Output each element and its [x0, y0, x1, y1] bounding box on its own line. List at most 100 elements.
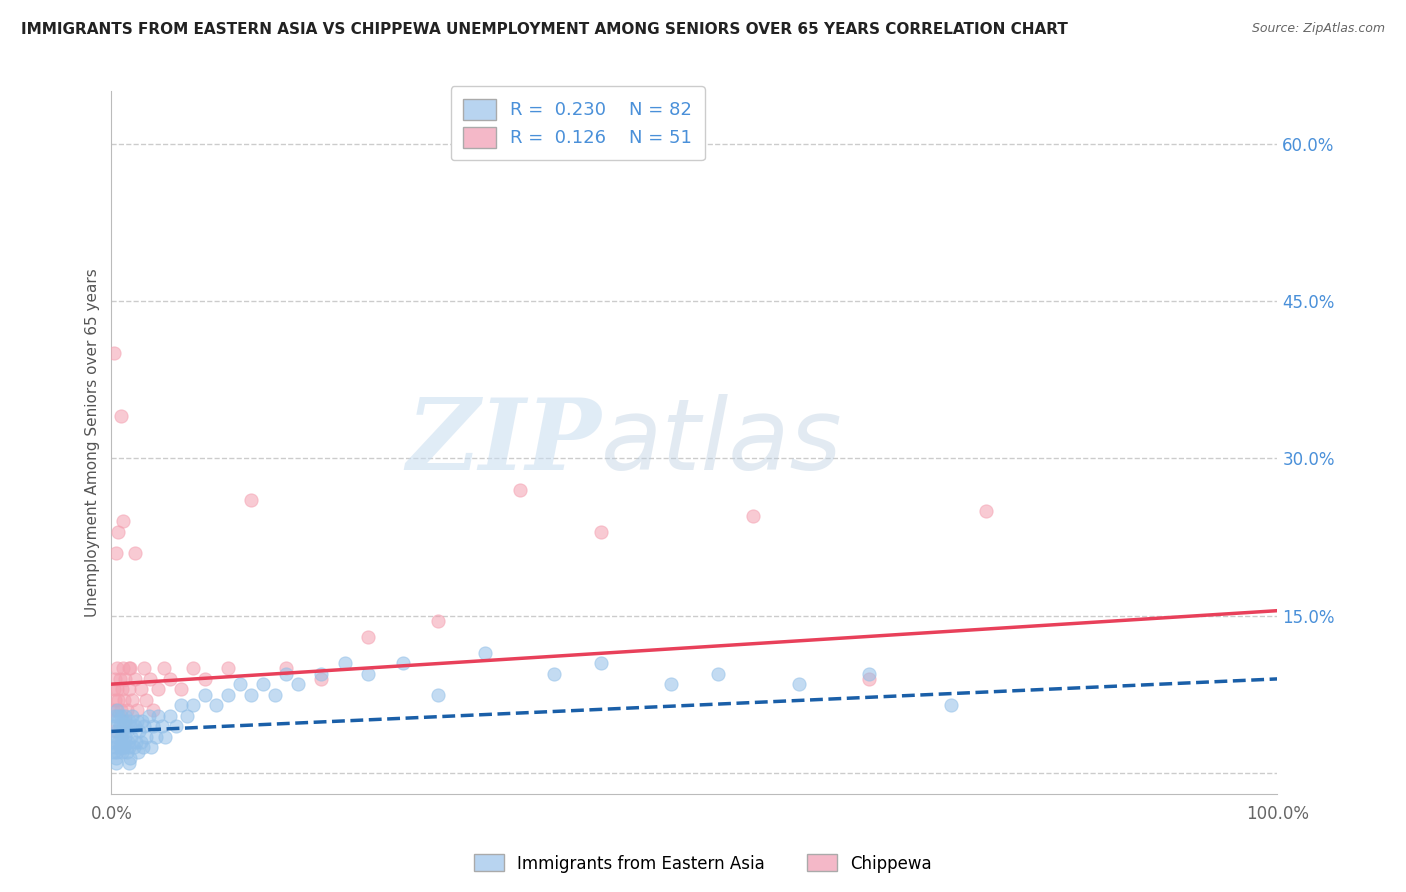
Point [357, 630, 380, 644]
Point [103, 682, 125, 697]
Point [132, 740, 155, 755]
Point [112, 714, 135, 728]
Point [129, 682, 152, 697]
Point [146, 708, 169, 723]
Point [112, 693, 135, 707]
Point [115, 745, 138, 759]
Point [107, 714, 129, 728]
Point [124, 546, 146, 560]
Point [146, 682, 169, 697]
Point [124, 672, 146, 686]
Point [104, 672, 127, 686]
Point [114, 672, 136, 686]
Point [114, 730, 136, 744]
Point [104, 693, 127, 707]
Point [426, 614, 449, 628]
Point [139, 672, 162, 686]
Point [112, 661, 135, 675]
Point [858, 672, 880, 686]
Point [474, 646, 496, 660]
Point [181, 698, 204, 713]
Point [153, 730, 176, 744]
Point [228, 677, 250, 691]
Point [108, 672, 131, 686]
Point [138, 708, 160, 723]
Point [115, 703, 138, 717]
Point [110, 409, 132, 424]
Point [104, 724, 127, 739]
Point [105, 703, 128, 717]
Point [110, 703, 132, 717]
Point [591, 656, 613, 670]
Point [357, 666, 380, 681]
Point [112, 735, 135, 749]
Point [107, 735, 129, 749]
Point [135, 730, 157, 744]
Point [240, 688, 263, 702]
Point [165, 719, 187, 733]
Point [858, 666, 880, 681]
Point [333, 656, 356, 670]
Point [114, 714, 136, 728]
Point [217, 661, 239, 675]
Point [153, 661, 176, 675]
Point [543, 666, 565, 681]
Point [101, 703, 124, 717]
Point [120, 661, 142, 675]
Point [145, 730, 167, 744]
Point [132, 719, 155, 733]
Point [120, 730, 142, 744]
Point [112, 515, 135, 529]
Point [789, 677, 811, 691]
Point [105, 730, 128, 744]
Point [129, 735, 152, 749]
Point [118, 756, 141, 770]
Text: ZIP: ZIP [406, 394, 602, 491]
Point [105, 750, 128, 764]
Point [105, 724, 128, 739]
Point [939, 698, 962, 713]
Point [103, 745, 125, 759]
Point [591, 524, 613, 539]
Point [263, 688, 285, 702]
Point [127, 745, 149, 759]
Text: atlas: atlas [602, 394, 842, 491]
Point [112, 740, 135, 755]
Point [252, 677, 274, 691]
Point [110, 708, 132, 723]
Point [741, 509, 763, 524]
Point [111, 724, 134, 739]
Point [110, 730, 132, 744]
Point [120, 750, 142, 764]
Point [112, 719, 135, 733]
Point [159, 672, 181, 686]
Text: IMMIGRANTS FROM EASTERN ASIA VS CHIPPEWA UNEMPLOYMENT AMONG SENIORS OVER 65 YEAR: IMMIGRANTS FROM EASTERN ASIA VS CHIPPEWA… [21, 22, 1069, 37]
Point [508, 483, 530, 497]
Point [105, 682, 128, 697]
Legend: Immigrants from Eastern Asia, Chippewa: Immigrants from Eastern Asia, Chippewa [467, 847, 939, 880]
Point [974, 504, 997, 518]
Point [181, 661, 204, 675]
Point [104, 708, 127, 723]
Point [111, 745, 134, 759]
Point [142, 703, 165, 717]
Point [150, 719, 173, 733]
Point [176, 708, 198, 723]
Point [240, 493, 263, 508]
Point [128, 724, 150, 739]
Point [139, 740, 162, 755]
Point [115, 724, 138, 739]
Point [142, 719, 165, 733]
Point [118, 740, 141, 755]
Point [120, 719, 142, 733]
Text: Source: ZipAtlas.com: Source: ZipAtlas.com [1251, 22, 1385, 36]
Point [103, 719, 125, 733]
Point [118, 682, 141, 697]
Point [108, 719, 131, 733]
Point [124, 719, 146, 733]
Point [426, 688, 449, 702]
Point [131, 714, 153, 728]
Point [105, 661, 128, 675]
Point [112, 740, 135, 755]
Point [170, 698, 193, 713]
